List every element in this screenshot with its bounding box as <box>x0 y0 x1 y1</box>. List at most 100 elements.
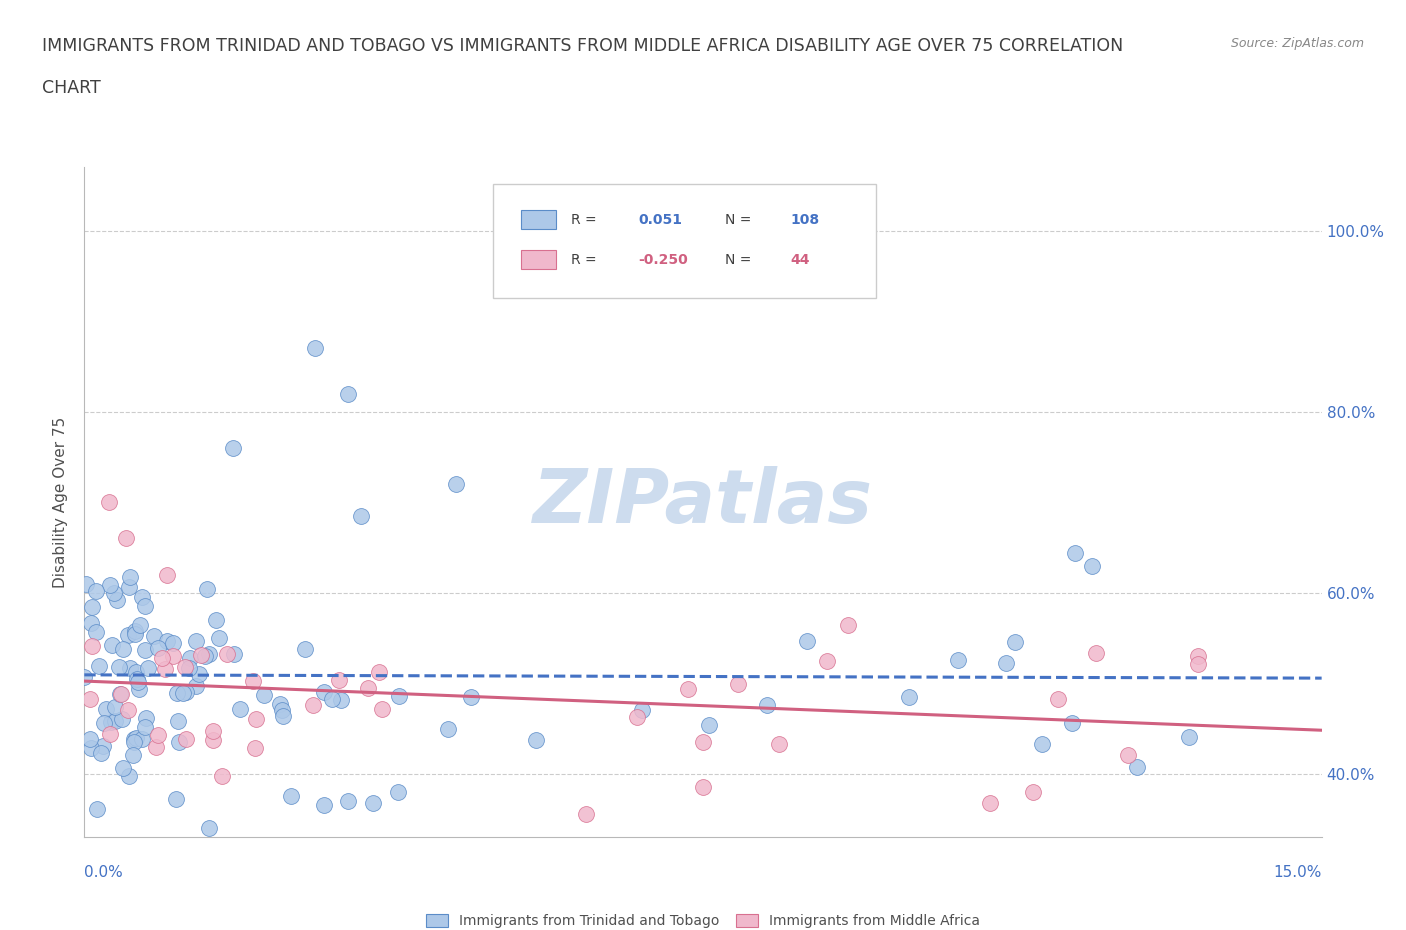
Point <box>204 613 226 628</box>
Point <box>79 740 101 755</box>
Point <box>208 631 231 645</box>
Point <box>837 618 859 632</box>
Point <box>162 648 184 663</box>
FancyBboxPatch shape <box>522 250 555 269</box>
Point <box>134 599 156 614</box>
Point <box>176 732 198 747</box>
Point <box>127 674 149 689</box>
Legend: Immigrants from Trinidad and Tobago, Immigrants from Middle Africa: Immigrants from Trinidad and Tobago, Imm… <box>420 909 986 930</box>
Text: 15.0%: 15.0% <box>1274 865 1322 880</box>
Point <box>153 661 176 676</box>
Point <box>678 682 700 697</box>
Point <box>134 720 156 735</box>
Point <box>692 779 714 794</box>
Point <box>524 733 547 748</box>
Point <box>122 731 145 746</box>
Point <box>117 579 139 594</box>
Point <box>294 642 316 657</box>
Point <box>271 702 294 717</box>
Point <box>98 726 121 741</box>
Point <box>631 702 654 717</box>
Point <box>89 659 111 674</box>
Point <box>357 680 380 695</box>
Point <box>84 625 107 640</box>
Point <box>187 667 209 682</box>
Point <box>167 714 190 729</box>
Point <box>143 629 166 644</box>
Point <box>243 740 266 755</box>
Point <box>148 640 170 655</box>
Point <box>101 638 124 653</box>
Text: 0.051: 0.051 <box>638 213 683 227</box>
Point <box>727 677 749 692</box>
Point <box>768 737 790 751</box>
Point <box>174 659 197 674</box>
Point <box>388 688 411 703</box>
Point <box>111 642 134 657</box>
Point <box>201 732 224 747</box>
Point <box>271 709 294 724</box>
Point <box>697 718 720 733</box>
Point <box>80 616 103 631</box>
Point <box>946 652 969 667</box>
Point <box>328 673 350 688</box>
Point <box>179 651 201 666</box>
Point <box>96 702 118 717</box>
Text: -0.250: -0.250 <box>638 253 689 267</box>
Point <box>167 735 190 750</box>
FancyBboxPatch shape <box>492 184 876 298</box>
Point <box>165 791 187 806</box>
Point <box>198 646 221 661</box>
Point <box>304 341 326 356</box>
Point <box>444 477 467 492</box>
Point <box>368 665 391 680</box>
Point <box>135 711 157 725</box>
Point <box>575 807 598 822</box>
Point <box>190 647 212 662</box>
Point <box>222 441 245 456</box>
Point <box>98 495 121 510</box>
Point <box>269 697 291 711</box>
Text: 44: 44 <box>790 253 810 267</box>
Point <box>103 585 125 600</box>
Point <box>245 712 267 727</box>
Point <box>337 386 360 401</box>
Point <box>312 684 335 699</box>
Point <box>122 748 145 763</box>
Text: N =: N = <box>725 213 752 227</box>
Point <box>1125 759 1147 774</box>
Point <box>1047 692 1070 707</box>
Point <box>253 687 276 702</box>
Point <box>82 600 104 615</box>
Point <box>124 623 146 638</box>
Point <box>387 784 409 799</box>
Point <box>179 661 201 676</box>
Point <box>350 509 373 524</box>
Point <box>756 698 779 712</box>
Point <box>626 710 648 724</box>
Point <box>898 689 921 704</box>
Point <box>371 701 394 716</box>
Point <box>127 671 149 686</box>
Point <box>1022 784 1045 799</box>
Point <box>202 724 225 738</box>
Point <box>162 635 184 650</box>
Point <box>117 628 139 643</box>
Point <box>1060 716 1083 731</box>
Point <box>104 699 127 714</box>
Point <box>131 590 153 604</box>
Point <box>100 714 122 729</box>
Point <box>156 567 179 582</box>
Point <box>321 692 343 707</box>
Point <box>184 679 207 694</box>
Text: R =: R = <box>571 253 596 267</box>
Point <box>129 618 152 633</box>
Point <box>211 768 233 783</box>
Point <box>1187 648 1209 663</box>
Point <box>195 581 218 596</box>
Point <box>131 732 153 747</box>
Point <box>122 735 145 750</box>
Point <box>994 656 1017 671</box>
Point <box>172 685 194 700</box>
Point <box>98 578 121 592</box>
